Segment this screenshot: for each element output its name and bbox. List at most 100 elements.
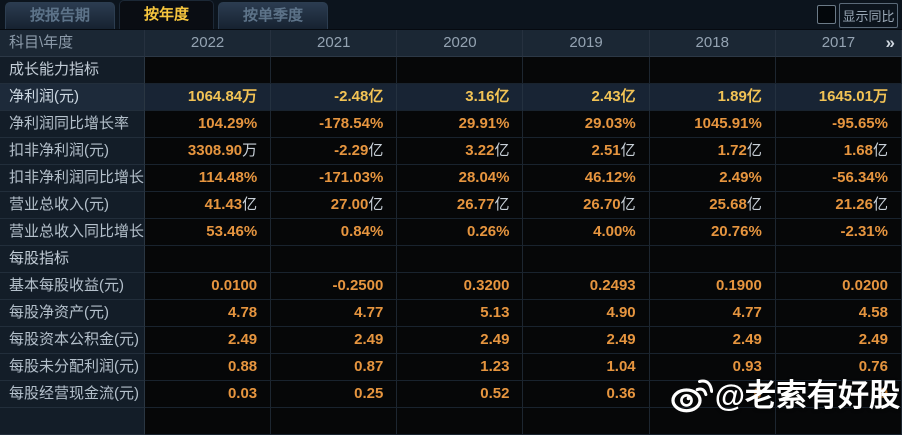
financial-table: 科目\年度 2022 2021 2020 2019 2018 2017» 成长能力指标 净利… xyxy=(0,30,902,435)
cell-2022: 2.49 xyxy=(145,327,272,354)
table-row[interactable]: 净利润(元) 1064.84万 -2.48亿 3.16亿 2.43亿 1.89亿 1645.… xyxy=(0,84,902,111)
cell-2017: 0.0200 xyxy=(775,273,902,300)
table-row[interactable]: 基本每股收益(元) 0.0100 -0.2500 0.3200 0.2493 0.1900… xyxy=(0,273,902,300)
cell-2021: 0.84% xyxy=(271,219,398,246)
cell-2022: 4.78 xyxy=(145,300,272,327)
row-label: 每股指标 xyxy=(0,246,145,273)
year-column-2019: 2019 xyxy=(523,30,650,57)
table-row[interactable]: 每股经营现金流(元) 0.03 0.25 0.52 0.36 0 9 xyxy=(0,381,902,408)
corner-header: 科目\年度 xyxy=(0,30,145,57)
cell-2018: 1045.91% xyxy=(649,111,776,138)
section-row: 每股指标 xyxy=(0,246,902,273)
cell-2020: 0.26% xyxy=(397,219,524,246)
cell-2017: 1.68亿 xyxy=(775,138,902,165)
cell-2021: 0.25 xyxy=(271,381,398,408)
cell-2019: 2.43亿 xyxy=(523,84,650,111)
cell-2019: 2.49 xyxy=(523,327,650,354)
cell-2019: 0.36 xyxy=(523,381,650,408)
cell-2021: 0.87 xyxy=(271,354,398,381)
cell-2021 xyxy=(271,57,398,84)
table-row[interactable]: 每股资本公积金(元) 2.49 2.49 2.49 2.49 2.49 2.49 xyxy=(0,327,902,354)
cell-2021 xyxy=(271,246,398,273)
cell-2018: 0.93 xyxy=(649,354,776,381)
cell-2018: 1.72亿 xyxy=(649,138,776,165)
cell-2017: 9 xyxy=(775,381,902,408)
table-row[interactable]: 营业总收入同比增长率 53.46% 0.84% 0.26% 4.00% 20.76% -2.… xyxy=(0,219,902,246)
cell-2022 xyxy=(145,408,272,435)
cell-2020: 5.13 xyxy=(397,300,524,327)
cell-2020 xyxy=(397,246,524,273)
cell-2022: 104.29% xyxy=(145,111,272,138)
cell-2020: 1.23 xyxy=(397,354,524,381)
cell-2020: 28.04% xyxy=(397,165,524,192)
cell-2022: 3308.90万 xyxy=(145,138,272,165)
table-row[interactable]: 每股未分配利润(元) 0.88 0.87 1.23 1.04 0.93 0.76 xyxy=(0,354,902,381)
cell-2021: 27.00亿 xyxy=(271,192,398,219)
cell-2017: -2.31% xyxy=(775,219,902,246)
cell-2021: -2.29亿 xyxy=(271,138,398,165)
cell-2020: 3.22亿 xyxy=(397,138,524,165)
cell-2022: 114.48% xyxy=(145,165,272,192)
cell-2019: 4.90 xyxy=(523,300,650,327)
cell-2021: -2.48亿 xyxy=(271,84,398,111)
row-label: 基本每股收益(元) xyxy=(0,273,145,300)
period-tabbar: 按报告期 按年度 按单季度 显示同比 xyxy=(0,0,902,30)
cell-2018 xyxy=(649,246,776,273)
cell-2021: 4.77 xyxy=(271,300,398,327)
show-yoy-checkbox[interactable] xyxy=(817,5,836,24)
cell-2019: 46.12% xyxy=(523,165,650,192)
table-row[interactable]: 扣非净利润同比增长率 114.48% -171.03% 28.04% 46.12% 2.4… xyxy=(0,165,902,192)
cell-2017 xyxy=(775,57,902,84)
cell-2017: 1645.01万 xyxy=(775,84,902,111)
year-column-2022: 2022 xyxy=(145,30,272,57)
cell-2021: -0.2500 xyxy=(271,273,398,300)
cell-2022: 0.0100 xyxy=(145,273,272,300)
cell-2018: 0 xyxy=(649,381,776,408)
tab-yearly[interactable]: 按年度 xyxy=(119,0,215,29)
row-label: 每股资本公积金(元) xyxy=(0,327,145,354)
cell-2017: -95.65% xyxy=(775,111,902,138)
cell-2019: 29.03% xyxy=(523,111,650,138)
row-label: 扣非净利润(元) xyxy=(0,138,145,165)
row-label: 营业总收入(元) xyxy=(0,192,145,219)
cell-2019: 0.2493 xyxy=(523,273,650,300)
cell-2018: 2.49% xyxy=(649,165,776,192)
section-row: 成长能力指标 xyxy=(0,57,902,84)
cell-2017 xyxy=(775,246,902,273)
cell-2020: 3.16亿 xyxy=(397,84,524,111)
table-row[interactable]: 每股净资产(元) 4.78 4.77 5.13 4.90 4.77 4.58 xyxy=(0,300,902,327)
year-column-2021: 2021 xyxy=(271,30,398,57)
row-label: 成长能力指标 xyxy=(0,57,145,84)
cell-2021: -178.54% xyxy=(271,111,398,138)
cell-2020: 26.77亿 xyxy=(397,192,524,219)
cell-2021: -171.03% xyxy=(271,165,398,192)
cell-2022 xyxy=(145,57,272,84)
cell-2018: 0.1900 xyxy=(649,273,776,300)
cell-2019: 2.51亿 xyxy=(523,138,650,165)
tab-report-period[interactable]: 按报告期 xyxy=(5,2,116,29)
show-yoy-label[interactable]: 显示同比 xyxy=(839,3,898,28)
cell-2022: 0.88 xyxy=(145,354,272,381)
cell-2018: 25.68亿 xyxy=(649,192,776,219)
more-years-chevron-icon[interactable]: » xyxy=(885,33,895,52)
cell-2017: 0.76 xyxy=(775,354,902,381)
row-label: 每股净资产(元) xyxy=(0,300,145,327)
tab-single-quarter[interactable]: 按单季度 xyxy=(218,2,329,29)
cell-2020 xyxy=(397,57,524,84)
cell-2019 xyxy=(523,57,650,84)
row-label: 每股未分配利润(元) xyxy=(0,354,145,381)
clipped-row xyxy=(0,408,902,435)
row-label: 净利润同比增长率 xyxy=(0,111,145,138)
table-row[interactable]: 营业总收入(元) 41.43亿 27.00亿 26.77亿 26.70亿 25.68亿 21… xyxy=(0,192,902,219)
cell-2017: 2.49 xyxy=(775,327,902,354)
row-label: 营业总收入同比增长率 xyxy=(0,219,145,246)
cell-2020: 0.3200 xyxy=(397,273,524,300)
cell-2021 xyxy=(271,408,398,435)
cell-2020: 29.91% xyxy=(397,111,524,138)
table-row[interactable]: 净利润同比增长率 104.29% -178.54% 29.91% 29.03% 1045.… xyxy=(0,111,902,138)
cell-2022: 0.03 xyxy=(145,381,272,408)
cell-2017: -56.34% xyxy=(775,165,902,192)
table-row[interactable]: 扣非净利润(元) 3308.90万 -2.29亿 3.22亿 2.51亿 1.72亿 1.6… xyxy=(0,138,902,165)
cell-2018 xyxy=(649,408,776,435)
cell-2018: 2.49 xyxy=(649,327,776,354)
